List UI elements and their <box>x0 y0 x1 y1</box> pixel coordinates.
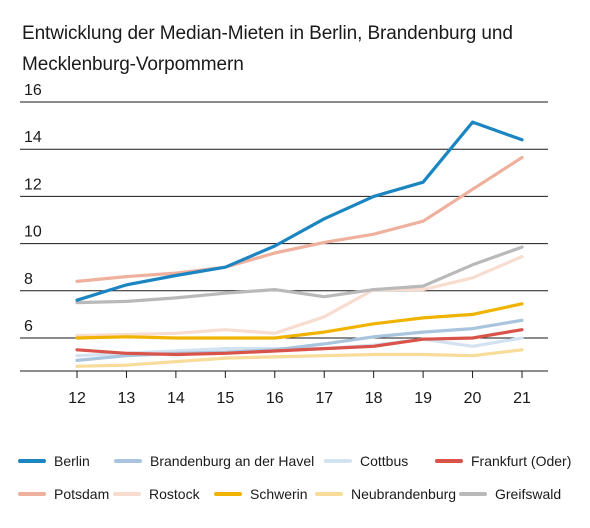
legend-item: Frankfurt (Oder) <box>435 450 571 472</box>
y-tick-label: 10 <box>24 224 42 241</box>
x-tick-label: 12 <box>68 390 86 407</box>
legend-swatch <box>114 459 142 463</box>
legend-row: Berlin Brandenburg an der Havel Cottbus Fra… <box>18 450 588 472</box>
legend-item: Berlin <box>18 450 90 472</box>
legend-label: Brandenburg an der Havel <box>150 453 315 469</box>
legend-swatch <box>324 459 352 463</box>
legend-label: Frankfurt (Oder) <box>471 453 572 469</box>
legend-item: Schwerin <box>214 483 308 505</box>
legend-swatch <box>18 492 46 496</box>
legend-label: Berlin <box>54 453 90 469</box>
legend-label: Potsdam <box>54 486 110 502</box>
x-tick-label: 20 <box>464 390 482 407</box>
x-tick-label: 17 <box>315 390 333 407</box>
series-line-berlin <box>75 120 524 302</box>
series-line-greifswald <box>75 245 524 305</box>
legend-swatch <box>113 492 141 496</box>
series-line-schwerin <box>75 302 524 340</box>
x-tick-label: 21 <box>513 390 531 407</box>
legend-row: Potsdam Rostock Schwerin Neubrandenburg Grei… <box>18 483 588 505</box>
x-tick-label: 13 <box>118 390 136 407</box>
legend-item: Neubrandenburg <box>315 483 456 505</box>
legend-item: Potsdam <box>18 483 109 505</box>
legend-item: Greifswald <box>459 483 561 505</box>
legend-item: Brandenburg an der Havel <box>114 450 314 472</box>
legend-label: Rostock <box>149 486 200 502</box>
legend-item: Cottbus <box>324 450 408 472</box>
legend-item: Rostock <box>113 483 200 505</box>
chart-title-line-1: Entwicklung der Median-Mieten in Berlin,… <box>22 23 513 44</box>
x-tick-label: 16 <box>266 390 284 407</box>
y-tick-label: 8 <box>24 271 33 288</box>
legend-label: Greifswald <box>495 486 562 502</box>
y-tick-label: 14 <box>24 129 42 146</box>
x-tick-label: 19 <box>414 390 432 407</box>
legend-label: Schwerin <box>250 486 308 502</box>
y-tick-label: 12 <box>24 176 42 193</box>
y-tick-label: 16 <box>24 82 42 99</box>
series-line-frankfurt-oder <box>75 328 524 357</box>
series-line-rostock <box>75 255 524 338</box>
chart-title: Entwicklung der Median-Mieten in Berlin,… <box>22 18 582 80</box>
legend-swatch <box>315 492 343 496</box>
series-line-neubrandenburg <box>75 348 524 368</box>
legend-swatch <box>18 459 46 463</box>
series-line-potsdam <box>75 155 524 283</box>
x-tick-label: 14 <box>167 390 185 407</box>
chart-title-line-2: Mecklenburg-Vorpommern <box>22 54 244 75</box>
legend-label: Cottbus <box>360 453 409 469</box>
legend-swatch <box>435 459 463 463</box>
x-tick-label: 18 <box>365 390 383 407</box>
x-tick-label: 15 <box>216 390 234 407</box>
legend-label: Neubrandenburg <box>351 486 457 502</box>
y-tick-label: 6 <box>24 318 33 335</box>
legend-swatch <box>459 492 487 496</box>
legend-swatch <box>214 492 242 496</box>
